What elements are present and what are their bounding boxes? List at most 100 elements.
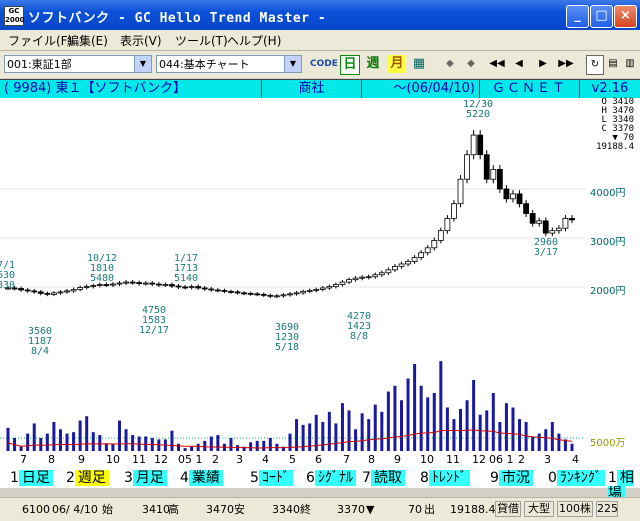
candle-body bbox=[510, 193, 516, 200]
volume-bar bbox=[354, 429, 358, 451]
function-key-1[interactable]: 1 日足 bbox=[10, 470, 53, 486]
chart-annotation: 830 bbox=[0, 280, 15, 291]
volume-bar bbox=[236, 445, 240, 451]
market-select[interactable]: 001:東証1部 ▼ bbox=[4, 55, 152, 73]
function-key-5[interactable]: 5 ｺｰﾄﾞ bbox=[250, 470, 293, 486]
price-label-4000: 4000円 bbox=[590, 188, 626, 199]
function-key-label: ﾗﾝｷﾝｸﾞ bbox=[556, 470, 605, 486]
chart-annotation: 1713 bbox=[174, 263, 198, 274]
candle-body bbox=[51, 292, 57, 295]
chart-annotation: 1/17 bbox=[174, 253, 198, 264]
chart-annotation: 630 bbox=[0, 270, 15, 281]
function-key-label: 市況 bbox=[498, 470, 533, 486]
menu-view[interactable]: 表示(V) bbox=[120, 34, 162, 48]
volume-bar bbox=[399, 400, 403, 451]
menu-edit[interactable]: 編集(E) bbox=[67, 34, 108, 48]
function-key-2[interactable]: 2 週足 bbox=[66, 470, 109, 486]
volume-bar bbox=[19, 446, 23, 451]
status-size: 大型 bbox=[524, 501, 554, 517]
status-volume-label: 出 bbox=[424, 503, 435, 516]
chart-annotation: 7/1 bbox=[0, 260, 15, 271]
volume-bar bbox=[203, 440, 207, 451]
chevron-down-icon[interactable]: ▼ bbox=[284, 56, 301, 72]
candle-body bbox=[267, 294, 274, 297]
function-key-8[interactable]: 8 ﾄﾚﾝﾄﾞ bbox=[420, 470, 470, 486]
market-select-value: 001:東証1部 bbox=[7, 58, 72, 71]
data-date: ～(06/04/10) bbox=[362, 80, 480, 98]
ohlc-close: C 3370 bbox=[601, 124, 634, 134]
function-key-7[interactable]: 7 読取 bbox=[362, 470, 405, 486]
next-stock-icon[interactable]: ◆ bbox=[467, 58, 475, 69]
volume-bar bbox=[255, 440, 259, 451]
status-high-label: 高 bbox=[168, 503, 179, 516]
volume-bar bbox=[445, 407, 449, 451]
function-key-10[interactable]: 0 ﾗﾝｷﾝｸﾞ bbox=[548, 470, 605, 486]
month-label: 4 bbox=[572, 453, 579, 466]
daily-button[interactable]: 日 bbox=[340, 55, 360, 75]
grid-icon[interactable]: ▤ bbox=[608, 58, 618, 69]
candle-body bbox=[306, 290, 313, 292]
status-change: 70 bbox=[408, 503, 422, 516]
menu-file[interactable]: ファイル(F) bbox=[8, 34, 73, 48]
code-button[interactable]: CODE bbox=[310, 59, 338, 69]
price-chart[interactable]: 7/1630830356011878/410/12181054804750158… bbox=[0, 98, 640, 468]
function-key-11[interactable]: 1 相場 bbox=[608, 470, 640, 502]
candle-body bbox=[418, 252, 425, 258]
volume-bar bbox=[26, 433, 30, 451]
fast-forward-icon[interactable]: ▶▶ bbox=[558, 58, 574, 69]
candle-body bbox=[195, 286, 202, 289]
menu-tools[interactable]: ツール(T) bbox=[175, 34, 228, 48]
candle-body bbox=[182, 286, 188, 289]
menu-help[interactable]: ヘルプ(H) bbox=[227, 34, 282, 48]
volume-bar bbox=[72, 432, 76, 451]
chart-annotation: 8/8 bbox=[350, 331, 368, 342]
candle-body bbox=[483, 154, 490, 180]
candle-body bbox=[228, 291, 234, 293]
step-forward-icon[interactable]: ▶ bbox=[539, 58, 547, 69]
minimize-button[interactable]: _ bbox=[566, 5, 589, 28]
candle-body bbox=[77, 287, 84, 290]
columns-icon[interactable]: ▥ bbox=[625, 58, 635, 69]
volume-bar bbox=[413, 364, 417, 451]
refresh-icon[interactable]: ↻ bbox=[586, 55, 604, 75]
function-key-3[interactable]: 3 月足 bbox=[124, 470, 167, 486]
chart-annotation: 1423 bbox=[347, 321, 371, 332]
chart-type-select[interactable]: 044:基本チャート ▼ bbox=[156, 55, 302, 73]
monthly-button[interactable]: 月 bbox=[388, 55, 406, 73]
chart-annotation: 1810 bbox=[90, 263, 114, 274]
fast-back-icon[interactable]: ◀◀ bbox=[489, 58, 505, 69]
chart-area[interactable]: 7/1630830356011878/410/12181054804750158… bbox=[0, 98, 640, 468]
candle-body bbox=[385, 269, 392, 274]
info-book-icon[interactable]: ▦ bbox=[412, 56, 426, 71]
volume-bar bbox=[78, 420, 82, 451]
chart-type-select-value: 044:基本チャート bbox=[159, 58, 250, 71]
candle-body bbox=[339, 281, 346, 285]
candle-body bbox=[162, 284, 169, 286]
candle-body bbox=[169, 284, 175, 287]
volume-bar bbox=[334, 423, 338, 451]
month-label: 10 bbox=[420, 453, 434, 466]
candle-body bbox=[437, 230, 444, 241]
maximize-button[interactable]: □ bbox=[590, 5, 613, 28]
chevron-down-icon[interactable]: ▼ bbox=[134, 56, 151, 72]
app-icon[interactable]: GC 2000 bbox=[4, 6, 24, 26]
volume-bar bbox=[39, 437, 43, 451]
function-key-9[interactable]: 9 市況 bbox=[490, 470, 533, 486]
function-key-label: 週足 bbox=[74, 470, 109, 486]
prev-stock-icon[interactable]: ◆ bbox=[446, 58, 454, 69]
status-close-label: 終 bbox=[300, 503, 311, 516]
candle-body bbox=[372, 274, 379, 278]
candle-body bbox=[326, 286, 333, 289]
volume-bar bbox=[104, 443, 108, 451]
month-label: 7 bbox=[343, 453, 350, 466]
step-back-icon[interactable]: ◀ bbox=[515, 58, 523, 69]
title-bar[interactable]: GC 2000 ソフトバンク - GC Hello Trend Master -… bbox=[0, 0, 640, 30]
function-key-6[interactable]: 6 ｼｸﾞﾅﾙ bbox=[306, 470, 356, 486]
volume-bar bbox=[117, 420, 121, 451]
status-bar: 6100 06/ 4/10 始 3410 高 3470 安 3340 終 337… bbox=[0, 497, 640, 521]
function-key-4[interactable]: 4 業績 bbox=[180, 470, 223, 486]
stock-code-name: ( 9984) 東１【ソフトバンク】 bbox=[0, 80, 262, 98]
close-button[interactable]: × bbox=[614, 5, 637, 28]
weekly-button[interactable]: 週 bbox=[366, 56, 380, 71]
